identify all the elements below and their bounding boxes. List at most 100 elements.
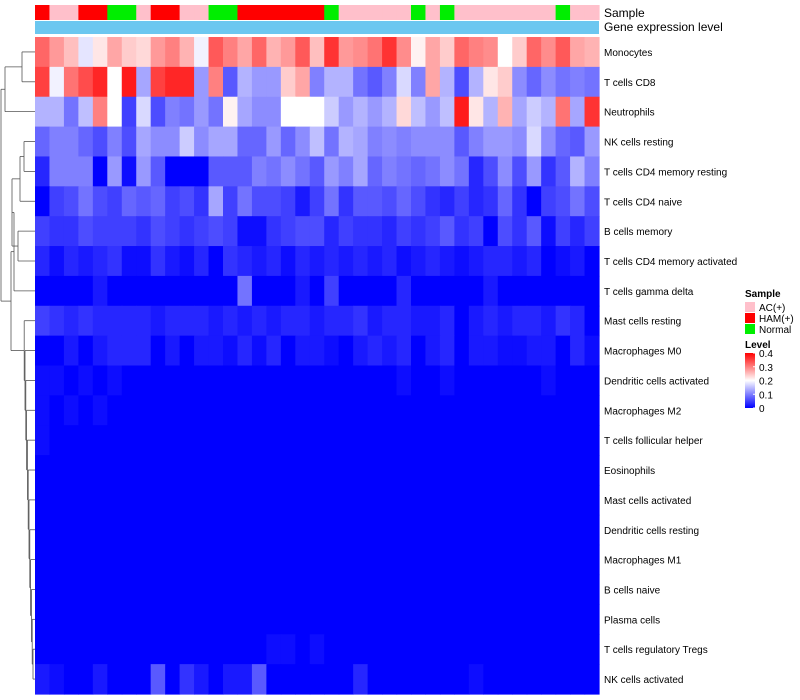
heatmap-cell <box>526 305 542 337</box>
heatmap-cell <box>251 604 267 635</box>
row-label: T cells CD8 <box>604 78 656 89</box>
heatmap-cell <box>78 246 94 277</box>
heatmap-cell <box>454 395 470 426</box>
heatmap-cell <box>251 156 267 187</box>
heatmap-cell <box>223 335 239 367</box>
heatmap-cell <box>396 514 412 546</box>
heatmap-cell <box>208 425 224 456</box>
heatmap-cell <box>150 634 166 665</box>
heatmap-cell <box>165 275 181 307</box>
heatmap-cell <box>309 156 325 187</box>
heatmap-cell <box>425 574 441 606</box>
heatmap-cell <box>280 425 296 456</box>
heatmap-cell <box>309 66 325 98</box>
heatmap-cell <box>555 186 571 217</box>
heatmap-cell <box>570 156 586 187</box>
heatmap-cell <box>382 305 398 337</box>
heatmap-cell <box>78 96 94 128</box>
heatmap-cell <box>63 574 79 606</box>
heatmap-cell <box>324 425 340 456</box>
heatmap-cell <box>512 335 528 367</box>
heatmap-cell <box>526 365 542 396</box>
heatmap-cell <box>194 455 210 486</box>
heatmap-cell <box>49 186 65 217</box>
heatmap-cell <box>353 66 369 98</box>
heatmap-cell <box>439 335 455 367</box>
heatmap-cell <box>497 544 513 576</box>
heatmap-cell <box>497 96 513 128</box>
sample-annotation-cell <box>512 5 528 20</box>
heatmap-cell <box>78 186 94 217</box>
heatmap-cell <box>468 37 484 68</box>
heatmap-cell <box>280 126 296 158</box>
heatmap-cell <box>194 604 210 635</box>
heatmap-cell <box>541 455 557 486</box>
heatmap-cell <box>223 634 239 665</box>
heatmap-cell <box>353 305 369 337</box>
heatmap-cell <box>35 395 51 426</box>
heatmap-cell <box>468 455 484 486</box>
heatmap-cell <box>63 126 79 158</box>
heatmap-cell <box>309 604 325 635</box>
sample-annotation-cell <box>338 5 354 20</box>
heatmap-cell <box>78 514 94 546</box>
heatmap-cell <box>179 574 195 606</box>
heatmap-cell <box>208 126 224 158</box>
heatmap-cell <box>165 246 181 277</box>
row-label: T cells CD4 memory resting <box>604 167 727 178</box>
heatmap-cell <box>338 156 354 187</box>
heatmap-cell <box>396 365 412 396</box>
heatmap-cell <box>237 37 253 68</box>
heatmap-cell <box>223 664 239 695</box>
heatmap-cell <box>584 186 600 217</box>
heatmap-cell <box>512 395 528 426</box>
heatmap-cell <box>483 365 499 396</box>
heatmap-cell <box>63 425 79 456</box>
heatmap-cell <box>150 156 166 187</box>
heatmap-cell <box>223 37 239 68</box>
heatmap-cell <box>35 186 51 217</box>
heatmap-cell <box>49 96 65 128</box>
heatmap-cell <box>136 365 152 396</box>
heatmap-cell <box>223 365 239 396</box>
sample-annotation-cell <box>63 5 79 20</box>
sample-annotation-cell <box>353 5 369 20</box>
heatmap-cell <box>425 246 441 277</box>
heatmap-cell <box>266 126 282 158</box>
heatmap-cell <box>266 425 282 456</box>
heatmap-cell <box>251 664 267 695</box>
heatmap-cell <box>223 305 239 337</box>
sample-annotation-cell <box>541 5 557 20</box>
heatmap-cell <box>92 37 108 68</box>
heatmap-cell <box>309 126 325 158</box>
heatmap-cell <box>251 425 267 456</box>
heatmap-cell <box>526 634 542 665</box>
heatmap-cell <box>309 96 325 128</box>
heatmap-cell <box>295 126 311 158</box>
heatmap-cell <box>78 484 94 516</box>
heatmap-cell <box>382 37 398 68</box>
heatmap-cell <box>468 514 484 546</box>
heatmap-cell <box>468 66 484 98</box>
heatmap-cell <box>121 246 137 277</box>
heatmap-cell <box>237 66 253 98</box>
heatmap-cell <box>512 365 528 396</box>
heatmap-cell <box>584 126 600 158</box>
heatmap-cell <box>411 37 427 68</box>
heatmap-cell <box>208 156 224 187</box>
heatmap-cell <box>483 544 499 576</box>
heatmap-cell <box>295 395 311 426</box>
heatmap-cell <box>526 246 542 277</box>
heatmap-cell <box>382 156 398 187</box>
heatmap-cell <box>382 425 398 456</box>
heatmap-cell <box>165 156 181 187</box>
heatmap-cell <box>309 544 325 576</box>
row-label: Eosinophils <box>604 466 655 477</box>
heatmap-cell <box>237 96 253 128</box>
heatmap-cell <box>266 634 282 665</box>
heatmap-cell <box>338 365 354 396</box>
heatmap-cell <box>324 634 340 665</box>
heatmap-cell <box>497 395 513 426</box>
heatmap-cell <box>266 484 282 516</box>
heatmap-cell <box>165 126 181 158</box>
